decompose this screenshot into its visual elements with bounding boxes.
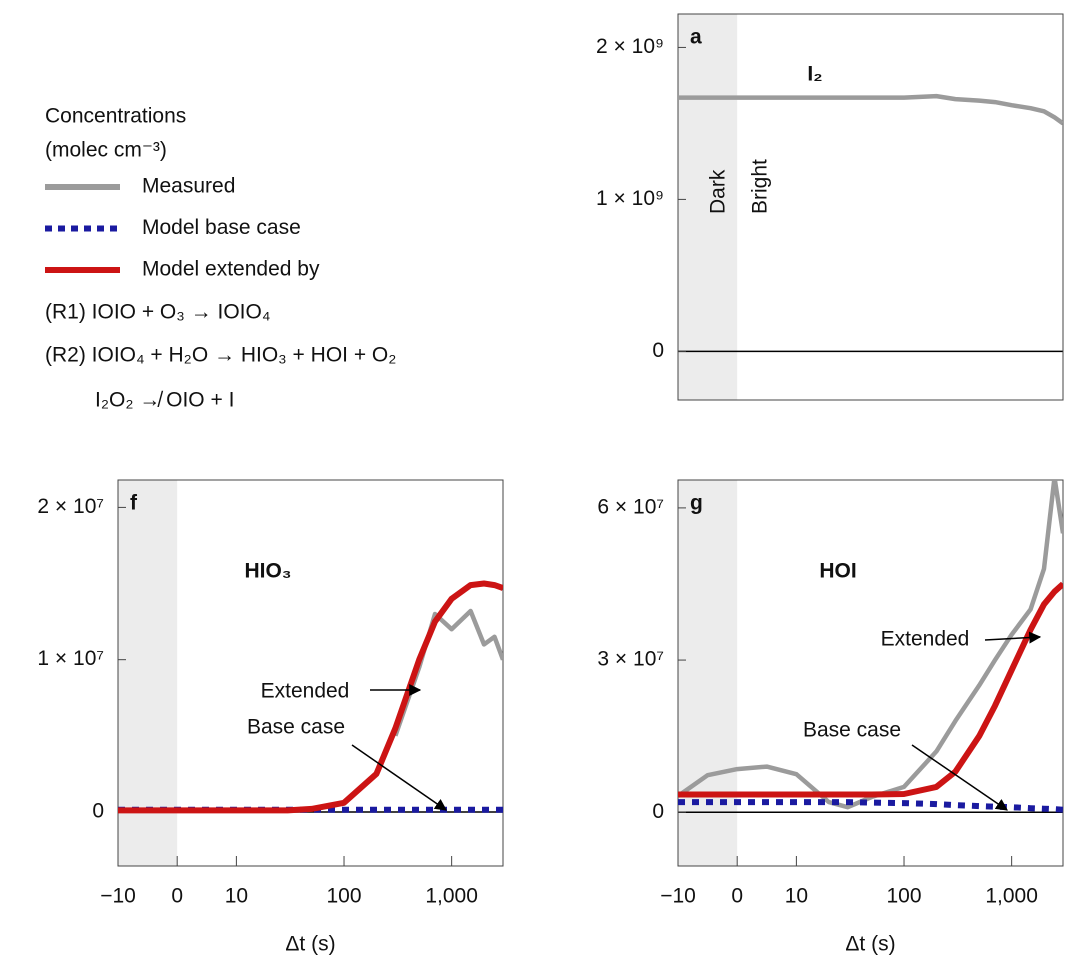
x-tick-label: 10 [225, 885, 248, 908]
dark-shade [118, 480, 178, 866]
x-tick-label: 100 [886, 885, 921, 908]
shade-label: Bright [749, 159, 772, 214]
x-tick-label: 1,000 [985, 885, 1038, 908]
legend-title: Concentrations [45, 105, 186, 128]
legend-note: I₂O₂ ↛ OIO + I [95, 389, 234, 412]
annotation: Base case [803, 719, 901, 742]
panel-title: HOI [819, 560, 856, 583]
x-tick-label: 10 [785, 885, 808, 908]
panel: a I₂ 0 1 × 10⁹ 2 × 10⁹ Dark Bright [596, 13, 1064, 401]
legend-label: Measured [142, 175, 235, 198]
series-line [118, 580, 503, 814]
legend-label: Model base case [142, 216, 301, 239]
y-tick-label: 1 × 10⁷ [37, 647, 104, 670]
x-tick-label: 1,000 [425, 885, 478, 908]
series-line [678, 480, 1063, 810]
panel-title: I₂ [807, 63, 822, 86]
y-tick-label: 3 × 10⁷ [597, 648, 664, 671]
series-line [678, 799, 1063, 813]
x-tick-label: −10 [660, 885, 696, 908]
x-tick-label: −10 [100, 885, 136, 908]
legend-note: (R1) IOIO + O₃ → IOIO₄ [45, 301, 270, 324]
plot-frame [677, 479, 1064, 867]
y-tick-label: 6 × 10⁷ [597, 495, 664, 518]
panel-letter: f [130, 492, 138, 515]
legend-label: Model extended by [142, 258, 320, 281]
series-line [678, 93, 1063, 126]
y-tick-label: 1 × 10⁹ [596, 187, 664, 210]
y-tick-label: 0 [652, 800, 664, 823]
annotation: Base case [247, 716, 345, 739]
annotation-arrow [984, 631, 1042, 644]
annotation: Extended [881, 628, 970, 651]
series-group [678, 480, 1063, 813]
x-tick-label: 0 [731, 885, 743, 908]
y-tick-label: 2 × 10⁹ [596, 35, 664, 58]
panel-letter: g [690, 492, 703, 515]
panel: f HIO₃ 0 1 × 10⁷ 2 × 10⁷ −10 0 10 100 1,000 Δt (s)… [37, 479, 504, 956]
dark-shade [678, 480, 738, 866]
annotation: Extended [261, 680, 350, 703]
annotation-arrow [911, 744, 1008, 811]
x-tick-label: 0 [171, 885, 183, 908]
dark-shade [678, 14, 738, 400]
x-axis-label: Δt (s) [845, 933, 895, 956]
panel: g HOI 0 3 × 10⁷ 6 × 10⁷ −10 0 10 100 1,000 Δt (s) E… [597, 479, 1064, 956]
y-tick-label: 0 [92, 799, 104, 822]
shade-label: Dark [707, 169, 730, 214]
plot-frame [677, 13, 1064, 401]
series-group [678, 93, 1063, 126]
y-tick-label: 2 × 10⁷ [37, 495, 104, 518]
legend-subtitle: (molec cm⁻³) [45, 139, 167, 162]
panel-letter: a [690, 26, 702, 49]
x-axis-label: Δt (s) [285, 933, 335, 956]
x-tick-label: 100 [326, 885, 361, 908]
series-group [118, 580, 503, 814]
annotation-arrow [351, 744, 447, 811]
y-tick-label: 0 [652, 339, 664, 362]
series-line [678, 581, 1063, 798]
panel-title: HIO₃ [244, 560, 291, 583]
plot-frame [117, 479, 504, 867]
legend-note: (R2) IOIO₄ + H₂O → HIO₃ + HOI + O₂ [45, 344, 396, 367]
